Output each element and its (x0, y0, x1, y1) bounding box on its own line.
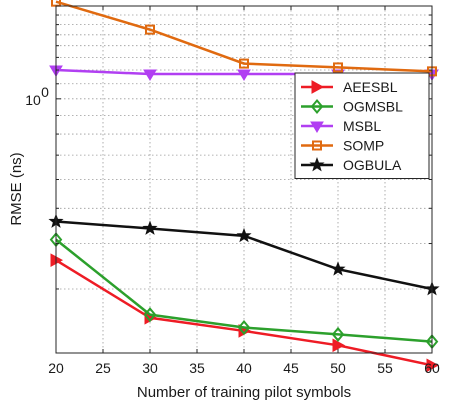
data-point (332, 338, 346, 353)
x-tick-label: 45 (283, 360, 299, 376)
legend-marker (312, 140, 322, 151)
legend-item: MSBL (301, 118, 381, 134)
x-tick-label: 60 (424, 360, 440, 376)
y-axis-label: RMSE (ns) (8, 152, 25, 225)
data-point (143, 307, 157, 323)
data-point (237, 69, 251, 82)
data-point (333, 62, 343, 73)
data-point (331, 326, 345, 342)
legend-marker (309, 157, 325, 172)
y-tick-exponent: 0 (41, 84, 49, 100)
y-tick-label: 10 (25, 92, 41, 108)
x-tick-label: 25 (95, 360, 111, 376)
legend-label: AEESBL (343, 79, 398, 95)
legend-label: MSBL (343, 118, 381, 134)
legend-label: OGBULA (343, 157, 402, 173)
data-point (330, 261, 346, 276)
legend-item: OGBULA (301, 157, 402, 173)
data-point (142, 220, 158, 235)
data-point (145, 24, 155, 35)
legend-item: SOMP (301, 138, 384, 154)
legend: AEESBL OGMSBL MSBL SOMP OGBULA (294, 72, 430, 179)
axis-ticks: 20 25 30 35 40 45 50 55 60 10 0 (25, 5, 440, 376)
data-point (237, 319, 251, 336)
legend-marker (310, 98, 324, 115)
data-point (143, 69, 157, 82)
x-axis-label: Number of training pilot symbols (137, 384, 351, 401)
legend-marker (310, 121, 324, 133)
data-point (236, 227, 252, 243)
x-tick-label: 20 (48, 360, 64, 376)
x-tick-label: 55 (377, 360, 393, 376)
data-point (426, 358, 440, 373)
series-line (55, 238, 433, 343)
legend-label: SOMP (343, 138, 384, 154)
x-tick-label: 50 (330, 360, 346, 376)
x-tick-label: 30 (142, 360, 158, 376)
x-tick-label: 35 (189, 360, 205, 376)
series-layer (48, 0, 440, 373)
legend-marker (311, 80, 325, 94)
x-tick-label: 40 (236, 360, 252, 376)
legend-label: OGMSBL (343, 99, 403, 115)
legend-item: AEESBL (301, 79, 398, 95)
data-point (239, 58, 249, 69)
legend-item: OGMSBL (301, 99, 403, 115)
series-line (55, 0, 433, 73)
